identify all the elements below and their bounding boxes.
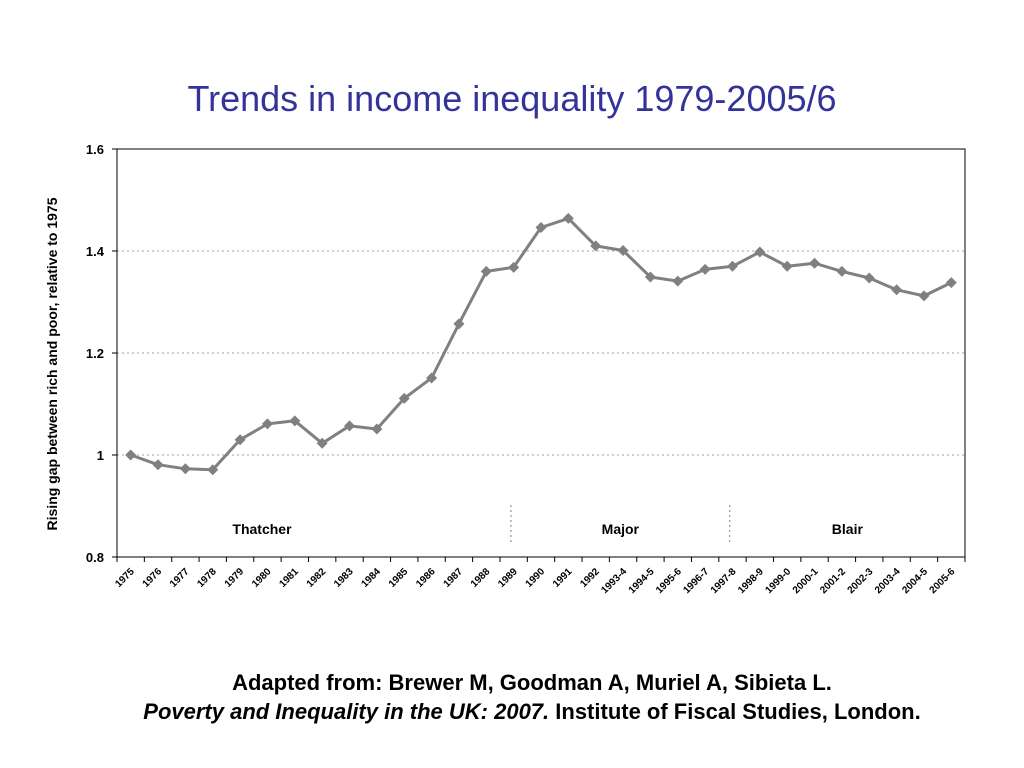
x-tick-label: 1994-5 (627, 566, 657, 596)
period-annotations: Thatcher Major Blair (232, 505, 863, 543)
y-tick-label: 1 (97, 448, 104, 463)
x-tick-label: 1984 (359, 566, 383, 590)
data-point (945, 277, 957, 289)
period-label-blair: Blair (832, 521, 864, 537)
y-tick-label: 1.4 (86, 244, 105, 259)
x-tick-label: 1988 (469, 566, 493, 590)
data-point (590, 240, 602, 252)
data-point (863, 272, 875, 284)
x-tick-label: 1978 (195, 566, 219, 590)
data-point (754, 246, 766, 258)
x-tick-label: 1987 (442, 566, 466, 590)
data-point (644, 271, 656, 283)
data-point (809, 257, 821, 269)
data-point (207, 464, 219, 476)
y-tick-label: 1.2 (86, 346, 104, 361)
data-point (836, 265, 848, 277)
x-tick-label: 1993-4 (599, 566, 629, 596)
data-point (234, 434, 246, 446)
y-tick-label: 1.6 (86, 142, 104, 157)
series-line (130, 216, 952, 472)
x-tick-label: 1999-0 (764, 566, 794, 596)
data-point (344, 420, 356, 432)
data-point (152, 459, 164, 471)
data-point (672, 275, 684, 287)
data-point (398, 392, 410, 404)
data-point (125, 449, 137, 461)
data-point (918, 290, 930, 302)
series-layer (125, 212, 957, 476)
data-point (453, 318, 465, 330)
x-tick-label: 2001-2 (818, 566, 848, 596)
caption-line1: Adapted from: Brewer M, Goodman A, Murie… (232, 670, 832, 695)
x-tick-label: 1977 (168, 566, 192, 590)
caption-line2: Poverty and Inequality in the UK: 2007. … (100, 697, 964, 726)
caption-italic-title: Poverty and Inequality in the UK: 2007. (143, 699, 550, 724)
data-point (726, 260, 738, 272)
x-tick-label: 1980 (250, 566, 274, 590)
x-axis-ticks: 1975 1976 1977 1978 1979 1980 1981 1982 1983 1984… (113, 557, 966, 596)
x-tick-label: 1997-8 (709, 566, 739, 596)
x-tick-label: 1983 (332, 566, 356, 590)
x-tick-label: 1986 (414, 566, 438, 590)
x-tick-label: 1985 (387, 566, 411, 590)
x-tick-label: 1992 (578, 566, 602, 590)
caption-publisher: Institute of Fiscal Studies, London. (549, 699, 921, 724)
x-tick-label: 1982 (305, 566, 329, 590)
x-tick-label: 2004-5 (900, 566, 930, 596)
data-point (535, 222, 547, 234)
y-axis-label: Rising gap between rich and poor, relati… (44, 197, 60, 530)
data-point (699, 263, 711, 275)
chart-title: Trends in income inequality 1979-2005/6 (187, 78, 837, 119)
x-tick-label: 1998-9 (736, 566, 766, 596)
data-point (371, 423, 383, 435)
data-point (480, 265, 492, 277)
x-tick-label: 1989 (496, 566, 520, 590)
data-point (891, 284, 903, 296)
x-tick-label: 1979 (223, 566, 247, 590)
x-tick-label: 1975 (113, 566, 137, 590)
x-tick-label: 2003-4 (873, 566, 903, 596)
data-point (316, 437, 328, 449)
x-tick-label: 1995-6 (654, 566, 684, 596)
x-tick-label: 2005-6 (928, 566, 958, 596)
x-tick-label: 1981 (277, 566, 301, 590)
data-point (617, 244, 629, 256)
x-tick-label: 2000-1 (791, 566, 821, 596)
x-tick-label: 1991 (551, 566, 575, 590)
grid-lines (117, 250, 965, 456)
x-tick-label: 1976 (141, 566, 165, 590)
data-point (508, 261, 520, 273)
period-label-major: Major (602, 521, 640, 537)
x-tick-label: 2002-3 (846, 566, 876, 596)
data-point (562, 212, 574, 224)
data-point (261, 418, 273, 430)
x-tick-label: 1990 (524, 566, 548, 590)
period-label-thatcher: Thatcher (232, 521, 292, 537)
data-point (781, 260, 793, 272)
data-point (426, 372, 438, 384)
data-point (289, 415, 301, 427)
data-point (179, 463, 191, 475)
y-axis-ticks: 0.8 1 1.2 1.4 1.6 (86, 142, 117, 565)
x-tick-label: 1996-7 (681, 566, 711, 596)
source-caption: Adapted from: Brewer M, Goodman A, Murie… (100, 668, 964, 726)
y-tick-label: 0.8 (86, 550, 104, 565)
